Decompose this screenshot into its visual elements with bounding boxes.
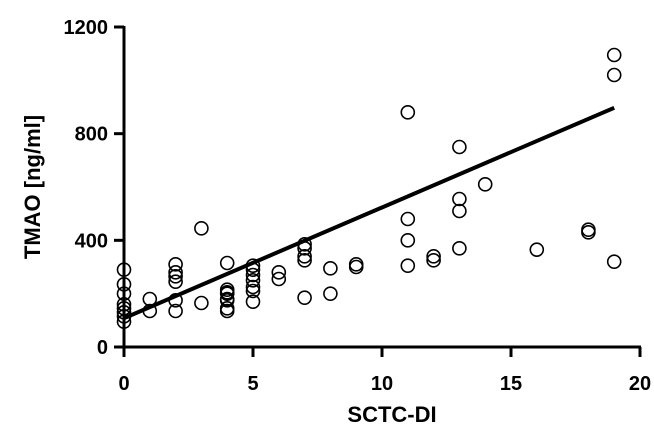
data-point <box>116 297 132 312</box>
x-axis-title: SCTC-DI <box>347 402 436 427</box>
data-point <box>529 242 545 257</box>
data-point <box>452 203 467 219</box>
data-point <box>297 253 312 268</box>
data-point <box>400 258 416 273</box>
y-tick-label: 400 <box>75 230 108 252</box>
y-axis-title: TMAO [ng/ml] <box>20 115 45 259</box>
data-point <box>245 273 261 288</box>
data-point <box>168 303 183 319</box>
data-point <box>219 303 235 319</box>
x-tick-label: 5 <box>247 373 258 395</box>
data-point <box>400 233 416 248</box>
data-point <box>194 221 209 236</box>
data-point <box>271 271 287 287</box>
data-point <box>116 314 132 329</box>
data-point <box>219 255 235 271</box>
data-point <box>116 286 132 301</box>
data-point <box>606 47 622 63</box>
data-point <box>426 253 441 268</box>
data-point <box>116 305 132 320</box>
data-point <box>581 225 596 240</box>
y-tick-label: 800 <box>75 124 108 146</box>
data-point <box>194 295 209 311</box>
data-point <box>400 211 416 227</box>
data-point <box>116 262 132 277</box>
x-tick-label: 0 <box>118 373 129 395</box>
data-point <box>323 261 338 276</box>
y-tick-label: 1200 <box>64 17 109 39</box>
data-point <box>348 259 364 275</box>
data-point <box>400 105 416 120</box>
data-point <box>219 293 235 308</box>
data-point <box>116 277 132 292</box>
y-tick-label: 0 <box>97 337 108 359</box>
data-point <box>245 294 261 309</box>
data-point <box>606 254 622 269</box>
data-point <box>452 241 467 256</box>
data-point <box>452 191 467 207</box>
data-point <box>168 257 183 272</box>
data-point <box>323 286 338 301</box>
data-point <box>297 249 312 264</box>
data-point <box>245 267 261 283</box>
data-point <box>245 283 261 299</box>
x-tick-label: 15 <box>500 373 522 395</box>
data-point <box>168 269 183 284</box>
x-tick-label: 10 <box>371 373 393 395</box>
data-point <box>452 139 467 155</box>
data-point <box>606 67 622 83</box>
data-point <box>271 265 287 280</box>
data-point <box>426 249 441 264</box>
x-tick-label: 20 <box>629 373 651 395</box>
data-point <box>168 265 183 280</box>
plot-area: 0 5 10 15 20 0 400 800 1200 SCTC-DI TMAO [ng/ml] <box>20 17 651 427</box>
data-point <box>245 279 261 295</box>
regression-line <box>123 105 615 321</box>
data-point <box>168 274 183 289</box>
data-point <box>477 177 493 192</box>
data-point <box>297 290 312 305</box>
data-point <box>219 286 235 301</box>
